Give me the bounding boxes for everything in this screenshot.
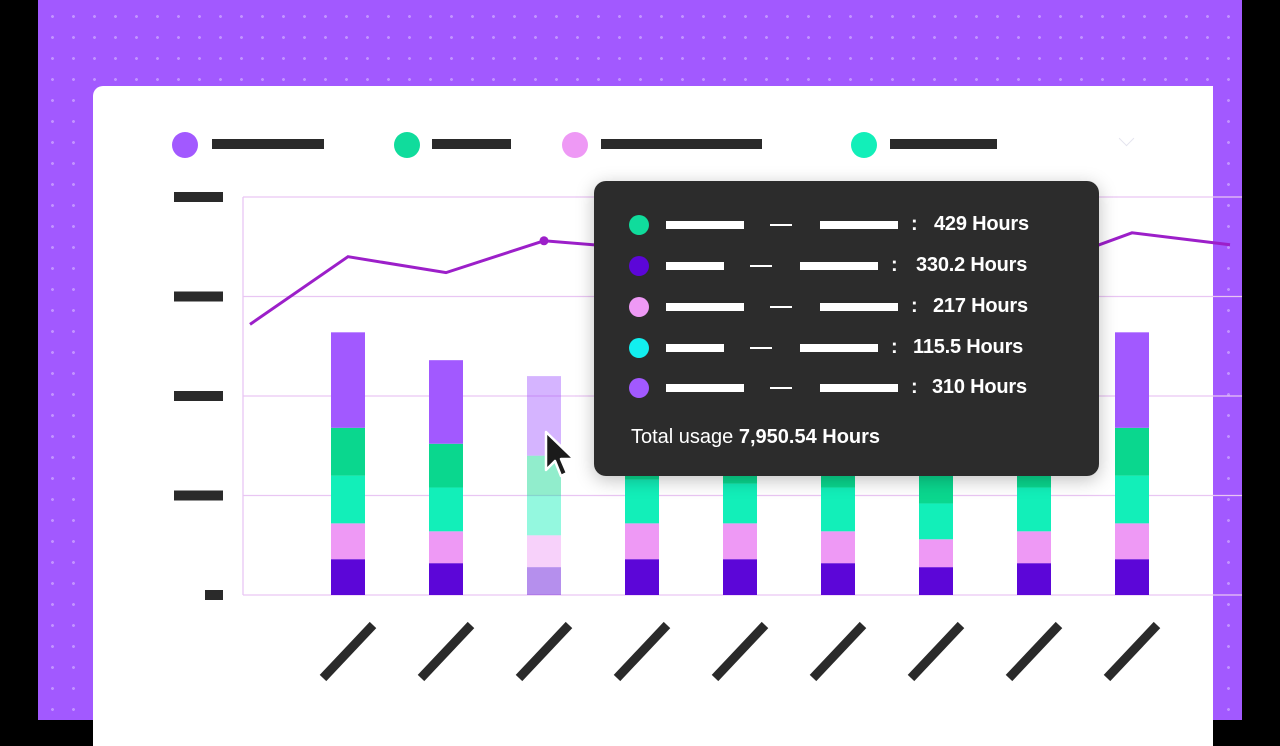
cursor-arrow-icon [544, 430, 576, 478]
tooltip-label-b-2 [800, 262, 878, 270]
legend-label-1 [212, 139, 324, 149]
tooltip-dash-3 [770, 306, 792, 308]
bar-5-segment-1 [821, 531, 855, 564]
tooltip-dot-5 [629, 378, 649, 398]
tooltip-colon-2: : [891, 254, 898, 276]
tooltip-dash-1 [770, 224, 792, 226]
tooltip-row-3: : 217 Hours [594, 292, 1099, 322]
bar-1-segment-2 [429, 487, 463, 532]
tooltip: : 429 Hours : 330.2 Hours : 217 Hours : … [594, 181, 1099, 476]
tooltip-dash-4 [750, 347, 772, 349]
x-tick-label-4 [711, 621, 769, 682]
tooltip-value-3: 217 Hours [933, 295, 1028, 317]
tooltip-label-b-3 [820, 303, 898, 311]
tooltip-dot-2 [629, 256, 649, 276]
bar-7-segment-0 [1017, 563, 1051, 595]
y-tick-label-3 [174, 291, 223, 302]
tooltip-dash-2 [750, 265, 772, 267]
bar-0-segment-4 [331, 332, 365, 428]
legend-dot-3[interactable] [562, 132, 588, 158]
bar-8-segment-1 [1115, 523, 1149, 560]
bar-6-segment-0 [919, 567, 953, 595]
bar-1-segment-1 [429, 531, 463, 564]
x-tick-label-0 [319, 621, 377, 682]
bar-0-segment-1 [331, 523, 365, 560]
bar-2-segment-1 [527, 535, 561, 568]
bar-3-segment-2 [625, 479, 659, 524]
tooltip-label-b-4 [800, 344, 878, 352]
tooltip-dash-5 [770, 387, 792, 389]
y-tick-label-4 [174, 192, 223, 202]
bar-5-segment-0 [821, 563, 855, 595]
tooltip-colon-4: : [891, 336, 898, 358]
x-tick-label-3 [613, 621, 671, 682]
tooltip-label-b-5 [820, 384, 898, 392]
bar-2-segment-0 [527, 567, 561, 595]
tooltip-label-a-1 [666, 221, 744, 229]
bar-4-segment-1 [723, 523, 757, 560]
tooltip-colon-1: : [911, 213, 918, 235]
tooltip-label-a-3 [666, 303, 744, 311]
tooltip-colon-5: : [911, 376, 918, 398]
tooltip-row-1: : 429 Hours [594, 210, 1099, 240]
bar-0-segment-0 [331, 559, 365, 595]
tooltip-row-4: : 115.5 Hours [594, 333, 1099, 363]
y-tick-label-0 [205, 590, 223, 600]
bar-8-segment-3 [1115, 427, 1149, 476]
x-tick-label-8 [1103, 621, 1161, 682]
tooltip-total: Total usage 7,950.54 Hours [631, 426, 880, 449]
bar-0-segment-3 [331, 427, 365, 476]
tooltip-total-label: Total usage [631, 426, 734, 448]
bar-5-segment-2 [821, 487, 855, 532]
x-tick-label-7 [1005, 621, 1063, 682]
tooltip-row-2: : 330.2 Hours [594, 251, 1099, 281]
bar-2-segment-2 [527, 495, 561, 536]
bar-7-segment-1 [1017, 531, 1051, 564]
y-tick-label-1 [174, 490, 223, 501]
tooltip-dot-3 [629, 297, 649, 317]
y-tick-label-2 [174, 391, 223, 401]
tooltip-dot-4 [629, 338, 649, 358]
tooltip-colon-3: : [911, 295, 918, 317]
bar-8-segment-4 [1115, 332, 1149, 428]
bar-1-segment-0 [429, 563, 463, 595]
legend-dot-1[interactable] [172, 132, 198, 158]
x-tick-label-5 [809, 621, 867, 682]
bar-1-segment-4 [429, 360, 463, 444]
bar-3-segment-0 [625, 559, 659, 595]
tooltip-label-a-5 [666, 384, 744, 392]
tooltip-row-5: : 310 Hours [594, 373, 1099, 403]
bar-4-segment-0 [723, 559, 757, 595]
tooltip-total-value: 7,950.54 Hours [738, 426, 881, 448]
tooltip-label-b-1 [820, 221, 898, 229]
legend-label-3 [601, 139, 762, 149]
bar-7-segment-2 [1017, 487, 1051, 532]
x-tick-label-1 [417, 621, 475, 682]
x-tick-label-2 [515, 621, 573, 682]
legend-label-4 [890, 139, 997, 149]
trend-line-point-highlight [539, 236, 549, 246]
tooltip-value-2: 330.2 Hours [916, 254, 1028, 276]
bar-4-segment-2 [723, 483, 757, 524]
legend-dot-4[interactable] [851, 132, 877, 158]
bar-6-segment-1 [919, 539, 953, 568]
bar-8-segment-2 [1115, 475, 1149, 524]
legend-label-2 [432, 139, 511, 149]
legend-dot-2[interactable] [394, 132, 420, 158]
bar-6-segment-2 [919, 503, 953, 540]
tooltip-dot-1 [629, 215, 649, 235]
tooltip-value-4: 115.5 Hours [913, 336, 1024, 358]
bar-1-segment-3 [429, 443, 463, 488]
tooltip-value-1: 429 Hours [934, 213, 1029, 235]
bar-8-segment-0 [1115, 559, 1149, 595]
tooltip-value-5: 310 Hours [932, 376, 1027, 398]
x-tick-label-6 [907, 621, 965, 682]
tooltip-label-a-4 [666, 344, 724, 352]
bar-0-segment-2 [331, 475, 365, 524]
bar-3-segment-1 [625, 523, 659, 560]
tooltip-label-a-2 [666, 262, 724, 270]
